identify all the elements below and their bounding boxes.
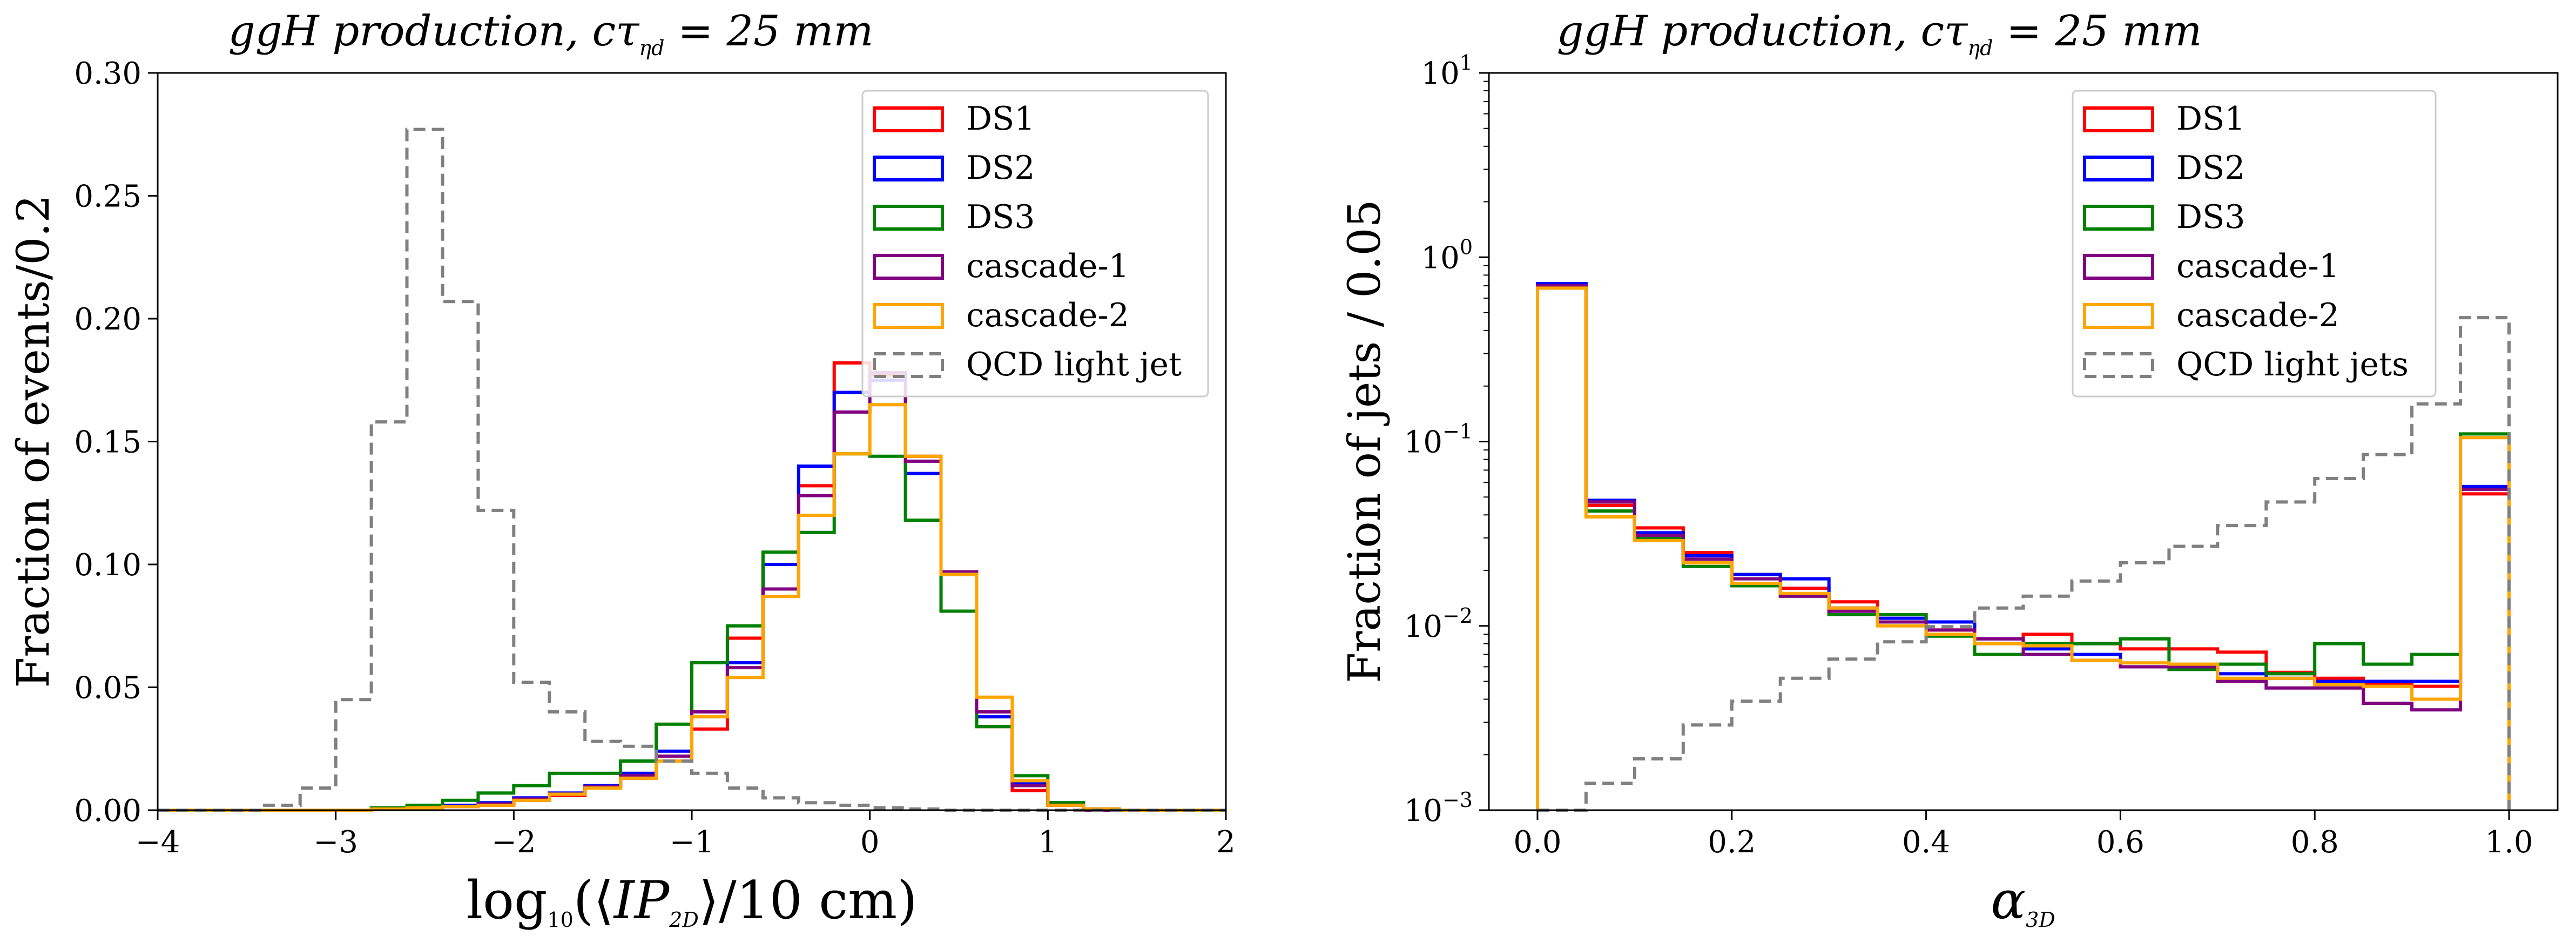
right-series-qcd-light-jets: [1537, 316, 2511, 812]
right-plot-area: [1536, 281, 2511, 812]
left-x-axis: −4 −3 −2 −1 0 1 2: [136, 810, 1236, 860]
left-legend-swatch-qcd-light-jet: [873, 352, 944, 378]
left-legend-frame: [861, 90, 1209, 398]
right-x-tick-label: 1.0: [2485, 825, 2533, 860]
right-legend-label-cascade-1: cascade-1: [2176, 247, 2339, 285]
left-legend-swatch-ds1: [873, 106, 944, 132]
right-series-cascade-2: [1536, 286, 2511, 810]
right-x-axis-label: α3D: [1991, 870, 2055, 932]
left-y-tick-label: 0.10: [74, 548, 141, 583]
left-x-tick-label: 1: [1039, 825, 1058, 860]
left-series-qcd-light-jet: [158, 127, 1226, 812]
left-y-tick-label: 0.05: [74, 671, 141, 706]
left-x-tick-label: −1: [670, 825, 714, 860]
left-plot-area: [158, 127, 1226, 812]
left-x-tick-label: 0: [860, 825, 880, 860]
right-legend-swatch-ds3: [2083, 205, 2154, 231]
left-legend-label-qcd-light-jet: QCD light jet: [966, 346, 1182, 383]
left-legend-swatch-ds2: [873, 156, 944, 181]
right-y-axis-label: Fraction of jets / 0.05: [1339, 199, 1391, 683]
right-legend-label-ds1: DS1: [2176, 100, 2245, 138]
left-legend-label-ds1: DS1: [966, 100, 1035, 138]
left-x-tick-label: −4: [136, 825, 180, 860]
left-legend: DS1 DS2 DS3 cascade-1 cascade-2 QCD light jet: [861, 90, 1209, 398]
right-chart-title: ggH production, cτηd = 25 mm: [1557, 7, 2202, 60]
right-legend-swatch-cascade-1: [2083, 254, 2154, 280]
left-chart-title: ggH production, cτηd = 25 mm: [228, 7, 874, 60]
right-y-tick-label: 10−3: [1404, 788, 1473, 829]
right-x-tick-label: 0.6: [2096, 825, 2145, 860]
right-legend-frame: [2072, 90, 2437, 398]
right-y-tick-label: 100: [1421, 235, 1473, 275]
left-y-tick-label: 0.25: [74, 179, 141, 214]
left-y-tick-label: 0.15: [74, 425, 141, 460]
right-legend-label-cascade-2: cascade-2: [2176, 297, 2339, 334]
left-x-axis-label: log10(⟨IP2D⟩/10 cm): [466, 870, 917, 932]
left-y-axis-label: Fraction of events/0.2: [8, 194, 59, 688]
right-x-tick-label: 0.0: [1513, 825, 1561, 860]
right-chart: ggH production, cτηd = 25 mm 0.0 0.2 0.4 0.…: [1339, 7, 2559, 932]
left-legend-label-ds2: DS2: [966, 149, 1035, 187]
left-legend-label-cascade-2: cascade-2: [966, 297, 1129, 334]
right-y-tick-label: 10−1: [1404, 420, 1473, 460]
right-legend-swatch-ds1: [2083, 106, 2154, 132]
right-legend-label-ds2: DS2: [2176, 149, 2245, 187]
right-legend-swatch-cascade-2: [2083, 303, 2154, 329]
right-x-tick-label: 0.4: [1902, 825, 1950, 860]
right-legend-swatch-ds2: [2083, 156, 2154, 181]
right-y-tick-label: 10−2: [1404, 604, 1473, 644]
left-x-tick-label: −2: [491, 825, 536, 860]
right-legend-swatch-qcd-light-jets: [2083, 352, 2154, 378]
left-x-tick-label: 2: [1216, 825, 1236, 860]
right-legend-label-ds3: DS3: [2176, 198, 2245, 236]
left-x-tick-label: −3: [313, 825, 358, 860]
left-y-tick-label: 0.00: [74, 793, 141, 829]
left-legend-label-ds3: DS3: [966, 198, 1035, 236]
right-y-tick-label: 101: [1421, 51, 1473, 91]
left-series-cascade-2: [158, 403, 1226, 812]
left-y-axis: 0.00 0.05 0.10 0.15 0.20 0.25 0.30: [74, 56, 158, 829]
right-legend-label-qcd-light-jets: QCD light jets: [2176, 346, 2409, 383]
left-legend-swatch-cascade-2: [873, 303, 944, 329]
right-x-tick-label: 0.8: [2291, 825, 2339, 860]
left-y-tick-label: 0.30: [74, 56, 141, 91]
left-legend-swatch-cascade-1: [873, 254, 944, 280]
right-x-axis: 0.0 0.2 0.4 0.6 0.8 1.0: [1513, 810, 2533, 860]
left-legend-swatch-ds3: [873, 205, 944, 231]
left-y-tick-label: 0.20: [74, 302, 141, 337]
right-legend: DS1 DS2 DS3 cascade-1 cascade-2 QCD light jet…: [2072, 90, 2437, 398]
right-y-axis: 10−3 10−2 10−1 100 101: [1404, 51, 1489, 829]
left-legend-label-cascade-1: cascade-1: [966, 247, 1129, 285]
right-x-tick-label: 0.2: [1708, 825, 1756, 860]
left-chart: ggH production, cτηd = 25 mm −4 −3 −2 −1 0 1 2…: [8, 7, 1236, 932]
